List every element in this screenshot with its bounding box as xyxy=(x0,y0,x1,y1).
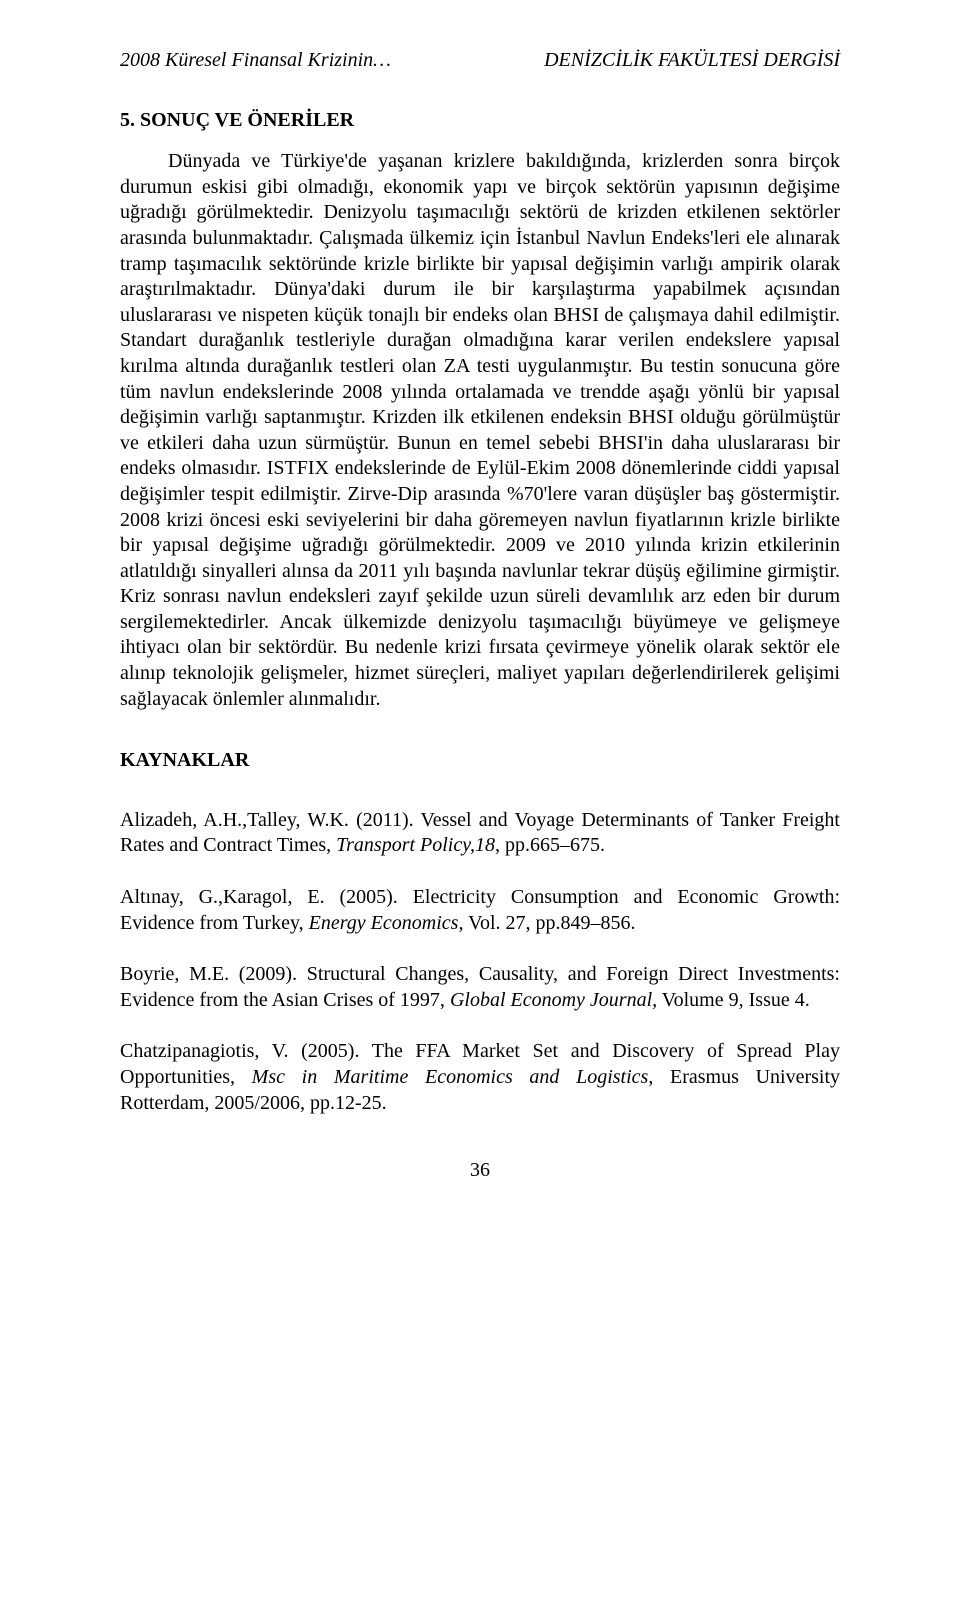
reference-text-post: Volume 9, Issue 4. xyxy=(657,989,810,1011)
body-paragraph: Dünyada ve Türkiye'de yaşanan krizlere b… xyxy=(120,149,840,712)
reference-text-post: , pp.665–675. xyxy=(495,834,605,856)
running-head-left: 2008 Küresel Finansal Krizinin… xyxy=(120,48,391,74)
reference-text-italic: Msc in Maritime Economics and Logistics xyxy=(252,1066,649,1088)
reference-entry: Alizadeh, A.H.,Talley, W.K. (2011). Vess… xyxy=(120,808,840,859)
running-head: 2008 Küresel Finansal Krizinin… DENİZCİL… xyxy=(120,48,840,74)
references-heading: KAYNAKLAR xyxy=(120,748,840,774)
reference-text-post: Vol. 27, pp.849–856. xyxy=(463,912,635,934)
reference-entry: Altınay, G.,Karagol, E. (2005). Electric… xyxy=(120,885,840,936)
reference-text-italic: Transport Policy,18 xyxy=(336,834,495,856)
reference-entry: Chatzipanagiotis, V. (2005). The FFA Mar… xyxy=(120,1039,840,1116)
page-number: 36 xyxy=(120,1158,840,1184)
reference-text-italic: Energy Economics, xyxy=(309,912,464,934)
reference-entry: Boyrie, M.E. (2009). Structural Changes,… xyxy=(120,962,840,1013)
running-head-right: DENİZCİLİK FAKÜLTESİ DERGİSİ xyxy=(544,48,840,74)
reference-text-italic: Global Economy Journal, xyxy=(450,989,657,1011)
section-heading: 5. SONUÇ VE ÖNERİLER xyxy=(120,108,840,134)
